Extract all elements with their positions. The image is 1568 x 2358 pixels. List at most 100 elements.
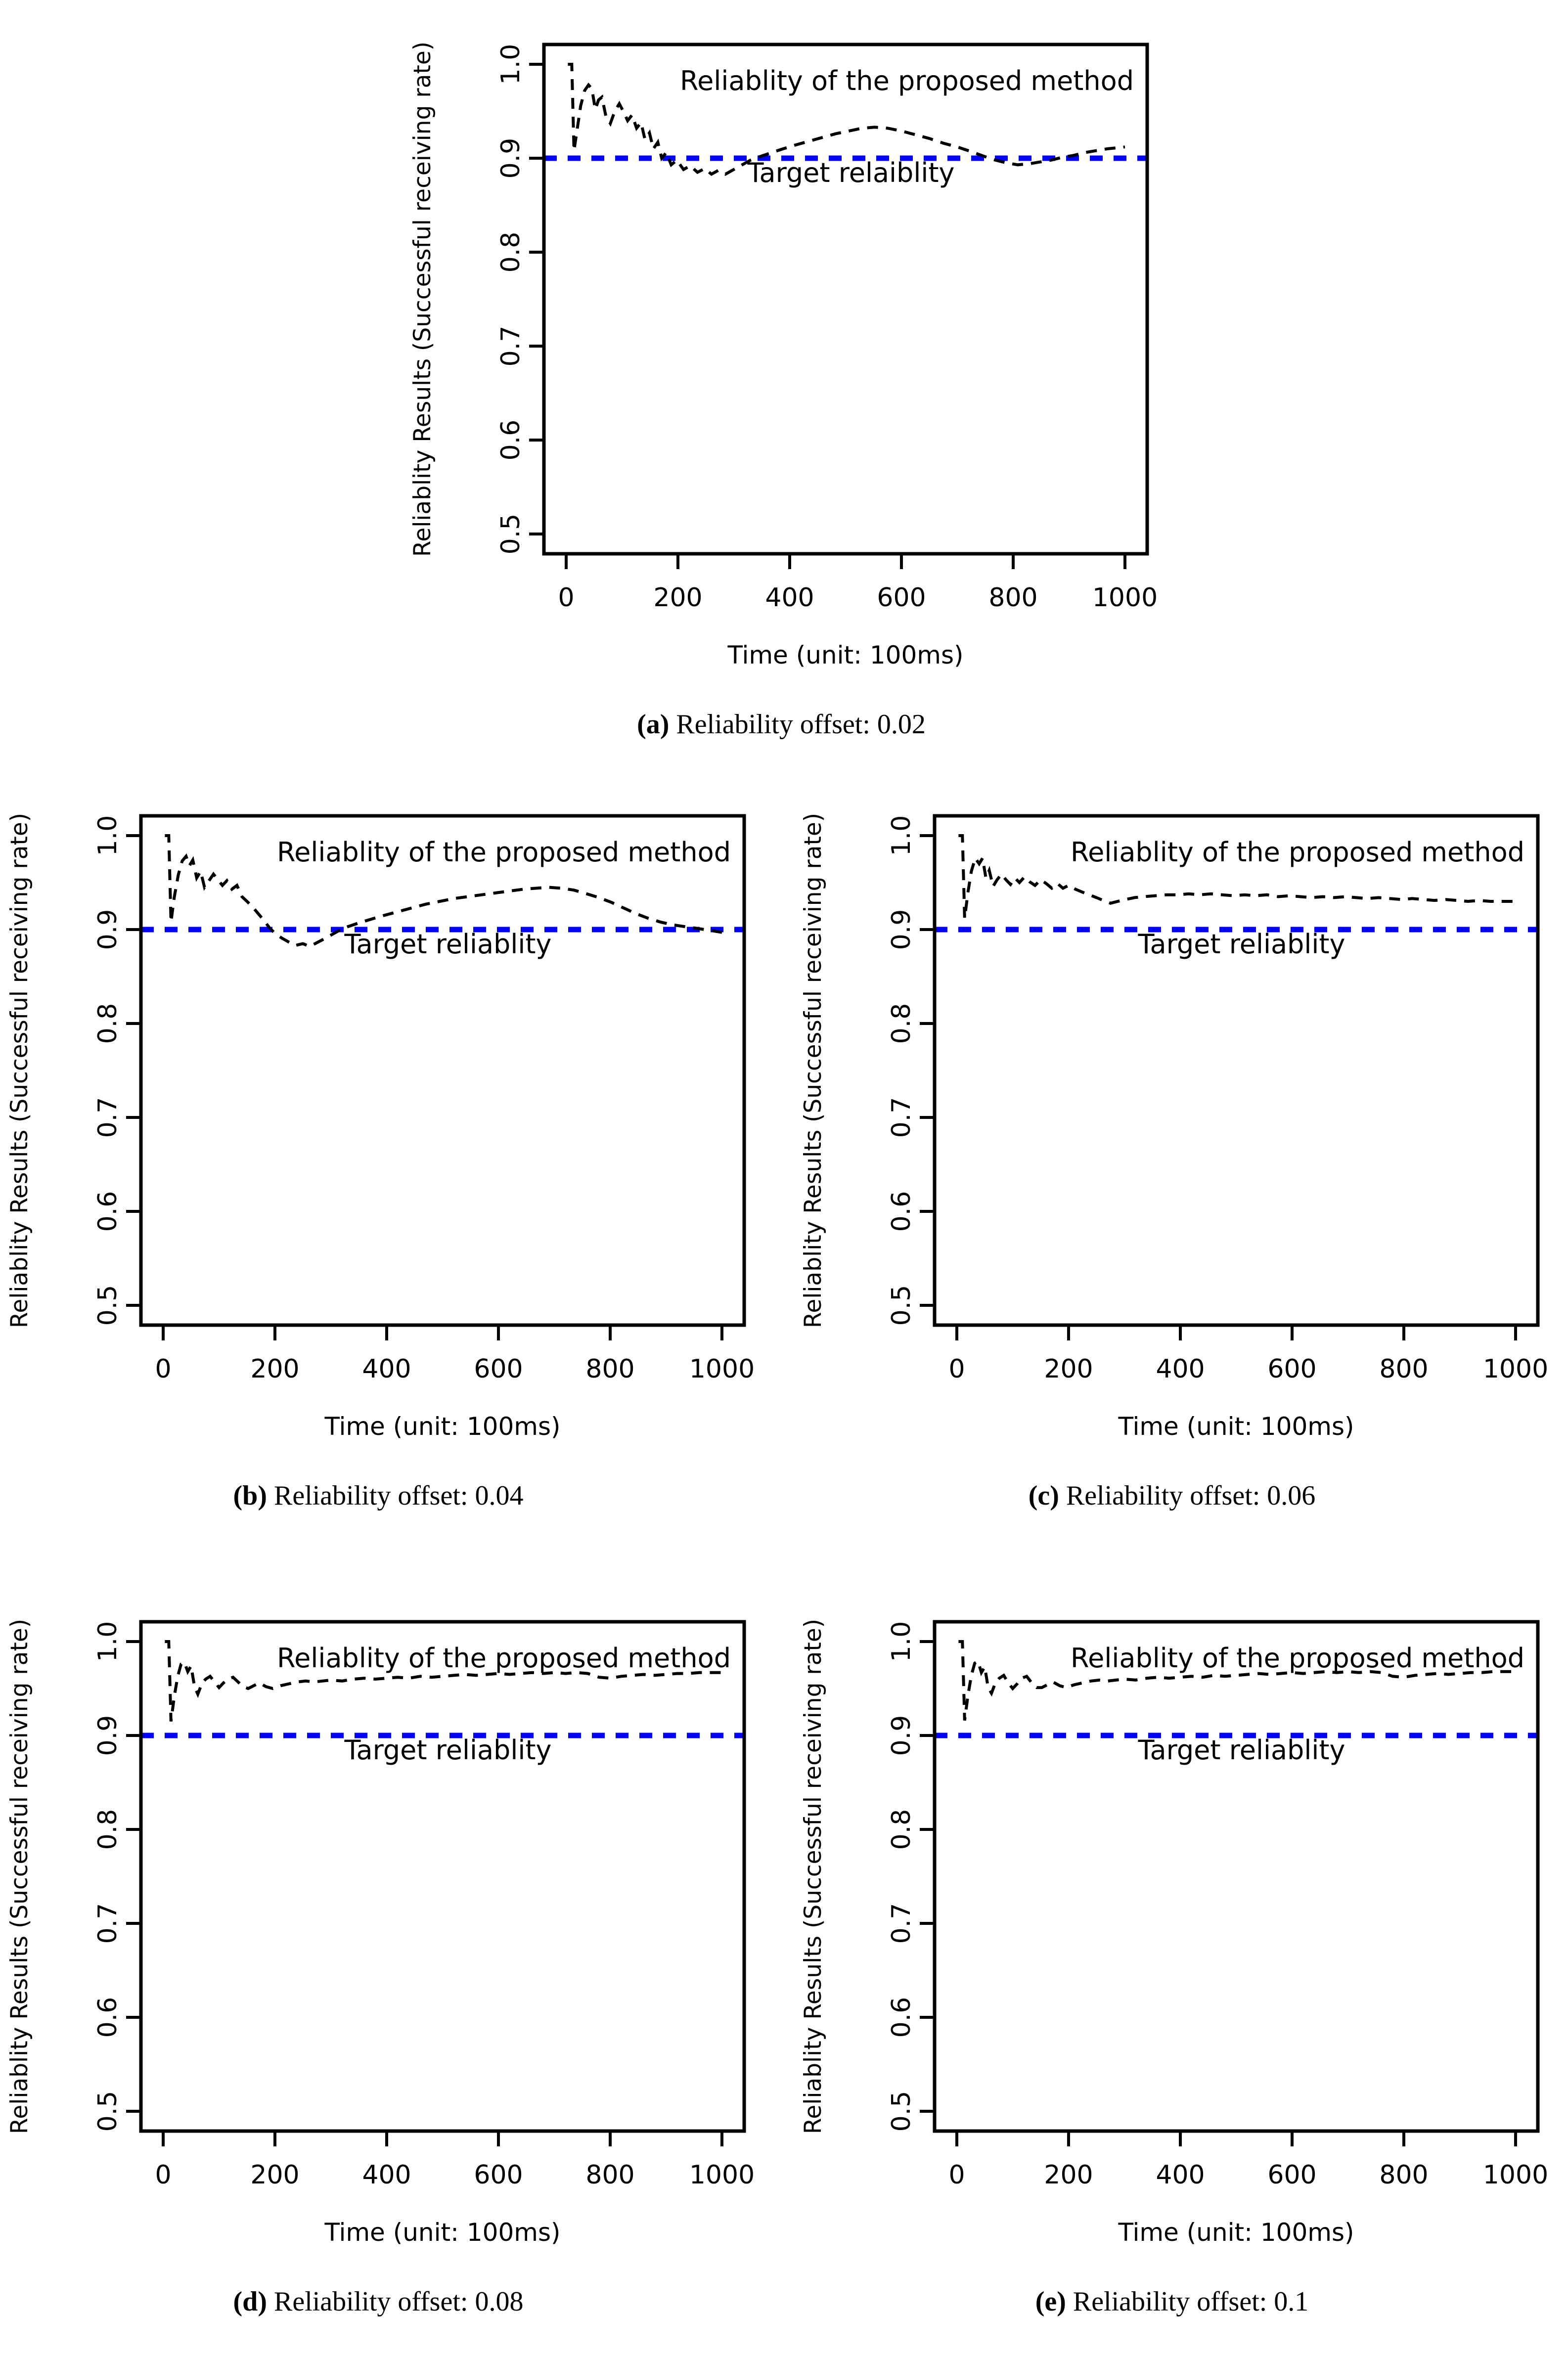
target-label: Target reliablity: [344, 929, 552, 960]
y-tick-label: 1.0: [93, 1621, 123, 1662]
y-tick-label: 1.0: [496, 44, 526, 85]
chart-d: 0 200 400 600 800 1000 0.5 0.6 0.7 0.8 0.9 1.0 Reli…: [6, 1619, 755, 2247]
x-tick-label: 0: [155, 2160, 171, 2190]
plot-box: [139, 814, 746, 1327]
caption-letter: (e): [1035, 2286, 1066, 2317]
caption-c: (c) Reliability offset: 0.06: [786, 1478, 1558, 1513]
caption-text: Reliability offset: 0.1: [1066, 2286, 1309, 2317]
y-tick-label: 0.6: [887, 1191, 916, 1232]
y-axis-title: Reliablity Results (Successful receiving…: [409, 42, 436, 557]
series-label: Reliablity of the proposed method: [277, 837, 731, 868]
x-tick-label: 200: [250, 1354, 299, 1384]
x-tick-label: 1000: [689, 1354, 755, 1384]
series-label: Reliablity of the proposed method: [1071, 1643, 1524, 1674]
subplot-e: 0 200 400 600 800 1000 0.5 0.6 0.7 0.8 0.9 1.0 Reli…: [786, 1592, 1558, 2339]
caption-b: (b) Reliability offset: 0.04: [0, 1478, 764, 1513]
x-tick-label: 1000: [1483, 2160, 1548, 2190]
y-tick-label: 0.9: [887, 909, 916, 950]
reliability-curve: [958, 1640, 1516, 1721]
y-tick-label: 0.8: [93, 1809, 123, 1850]
x-tick-label: 1000: [1092, 583, 1158, 613]
x-tick-label: 200: [1044, 2160, 1093, 2190]
caption-text: Reliability offset: 0.02: [669, 709, 926, 740]
x-axis-title: Time (unit: 100ms): [1118, 1412, 1354, 1441]
y-axis-title: Reliablity Results (Successful receiving…: [800, 813, 827, 1328]
x-tick-label: 600: [474, 1354, 523, 1384]
x-tick-label: 800: [988, 583, 1037, 613]
x-tick-label: 600: [877, 583, 926, 613]
y-tick-label: 0.7: [496, 326, 526, 367]
y-tick-label: 0.8: [887, 1809, 916, 1850]
plot-box: [933, 1620, 1540, 2133]
x-tick-label: 0: [948, 1354, 965, 1384]
y-tick-label: 0.7: [887, 1097, 916, 1138]
subplot-c: 0 200 400 600 800 1000 0.5 0.6 0.7 0.8 0.9 1.0 Reli…: [786, 786, 1558, 1533]
chart-c: 0 200 400 600 800 1000 0.5 0.6 0.7 0.8 0.9 1.0 Reli…: [800, 813, 1548, 1441]
caption-a: (a) Reliability offset: 0.02: [396, 707, 1167, 742]
x-tick-label: 800: [585, 1354, 634, 1384]
series-label: Reliablity of the proposed method: [277, 1643, 731, 1674]
y-tick-label: 0.9: [93, 1715, 123, 1756]
x-tick-label: 0: [155, 1354, 171, 1384]
y-axis-title: Reliablity Results (Successful receiving…: [6, 813, 33, 1328]
reliability-curve: [958, 834, 1516, 919]
target-label: Target reliablity: [1138, 929, 1345, 960]
y-tick-label: 0.5: [496, 514, 526, 555]
x-tick-label: 400: [362, 1354, 411, 1384]
y-tick-label: 0.5: [887, 2091, 916, 2132]
y-tick-label: 0.7: [93, 1097, 123, 1138]
x-tick-label: 800: [1379, 1354, 1428, 1384]
x-tick-label: 1000: [1483, 1354, 1548, 1384]
x-tick-label: 400: [1156, 1354, 1205, 1384]
x-tick-label: 400: [362, 2160, 411, 2190]
plot-dynamic-e: 0 200 400 600 800 1000 0.5 0.6 0.7 0.8 0.9 1.0: [887, 1621, 1548, 2190]
x-tick-label: 200: [653, 583, 702, 613]
x-tick-label: 400: [1156, 2160, 1205, 2190]
x-tick-label: 0: [948, 2160, 965, 2190]
subplot-a: 0 200 400 600 800 1000 0.5 0.6 0.7 0.8 0.9 1.0 Reli…: [396, 15, 1167, 761]
subplot-b: 0 200 400 600 800 1000 0.5 0.6 0.7 0.8 0.9 1.0 Reli…: [0, 786, 764, 1533]
chart-e: 0 200 400 600 800 1000 0.5 0.6 0.7 0.8 0.9 1.0 Reli…: [800, 1619, 1548, 2247]
y-tick-label: 1.0: [887, 815, 916, 856]
reliability-curve: [165, 834, 722, 948]
x-tick-label: 0: [558, 583, 574, 613]
plot-dynamic-b: 0 200 400 600 800 1000 0.5 0.6 0.7 0.8 0.9 1.0: [93, 815, 755, 1384]
y-tick-label: 0.5: [93, 1285, 123, 1326]
y-tick-label: 0.6: [93, 1997, 123, 2038]
y-axis-title: Reliablity Results (Successful receiving…: [6, 1619, 33, 2134]
x-tick-label: 600: [1267, 1354, 1316, 1384]
y-tick-label: 1.0: [887, 1621, 916, 1662]
caption-e: (e) Reliability offset: 0.1: [786, 2284, 1558, 2319]
y-tick-label: 0.9: [887, 1715, 916, 1756]
caption-letter: (b): [233, 1480, 267, 1511]
y-tick-label: 0.8: [496, 232, 526, 273]
caption-letter: (d): [233, 2286, 267, 2317]
caption-d: (d) Reliability offset: 0.08: [0, 2284, 764, 2319]
y-tick-label: 0.6: [496, 420, 526, 461]
y-tick-label: 0.9: [93, 909, 123, 950]
plot-box: [933, 814, 1540, 1327]
plot-box: [139, 1620, 746, 2133]
subplot-d: 0 200 400 600 800 1000 0.5 0.6 0.7 0.8 0.9 1.0 Reli…: [0, 1592, 764, 2339]
y-tick-label: 0.8: [887, 1003, 916, 1044]
series-label: Reliablity of the proposed method: [1071, 837, 1524, 868]
x-tick-label: 200: [1044, 1354, 1093, 1384]
chart-b: 0 200 400 600 800 1000 0.5 0.6 0.7 0.8 0.9 1.0 Reli…: [6, 813, 755, 1441]
plot-box: [542, 43, 1149, 556]
plot-dynamic-a: 0 200 400 600 800 1000 0.5 0.6 0.7 0.8 0.9 1.0: [496, 44, 1158, 613]
y-tick-label: 1.0: [93, 815, 123, 856]
caption-letter: (c): [1028, 1480, 1059, 1511]
plot-dynamic-c: 0 200 400 600 800 1000 0.5 0.6 0.7 0.8 0.9 1.0: [887, 815, 1548, 1384]
y-tick-label: 0.7: [887, 1903, 916, 1944]
x-tick-label: 800: [585, 2160, 634, 2190]
x-tick-label: 1000: [689, 2160, 755, 2190]
y-tick-label: 0.5: [93, 2091, 123, 2132]
target-label: Target relaiblity: [747, 157, 955, 188]
chart-a: 0 200 400 600 800 1000 0.5 0.6 0.7 0.8 0.9 1.0 Reli…: [409, 42, 1158, 669]
x-axis-title: Time (unit: 100ms): [324, 1412, 560, 1441]
y-axis-title: Reliablity Results (Successful receiving…: [800, 1619, 827, 2134]
caption-text: Reliability offset: 0.08: [267, 2286, 524, 2317]
x-axis-title: Time (unit: 100ms): [1118, 2218, 1354, 2247]
y-tick-label: 0.8: [93, 1003, 123, 1044]
x-tick-label: 200: [250, 2160, 299, 2190]
